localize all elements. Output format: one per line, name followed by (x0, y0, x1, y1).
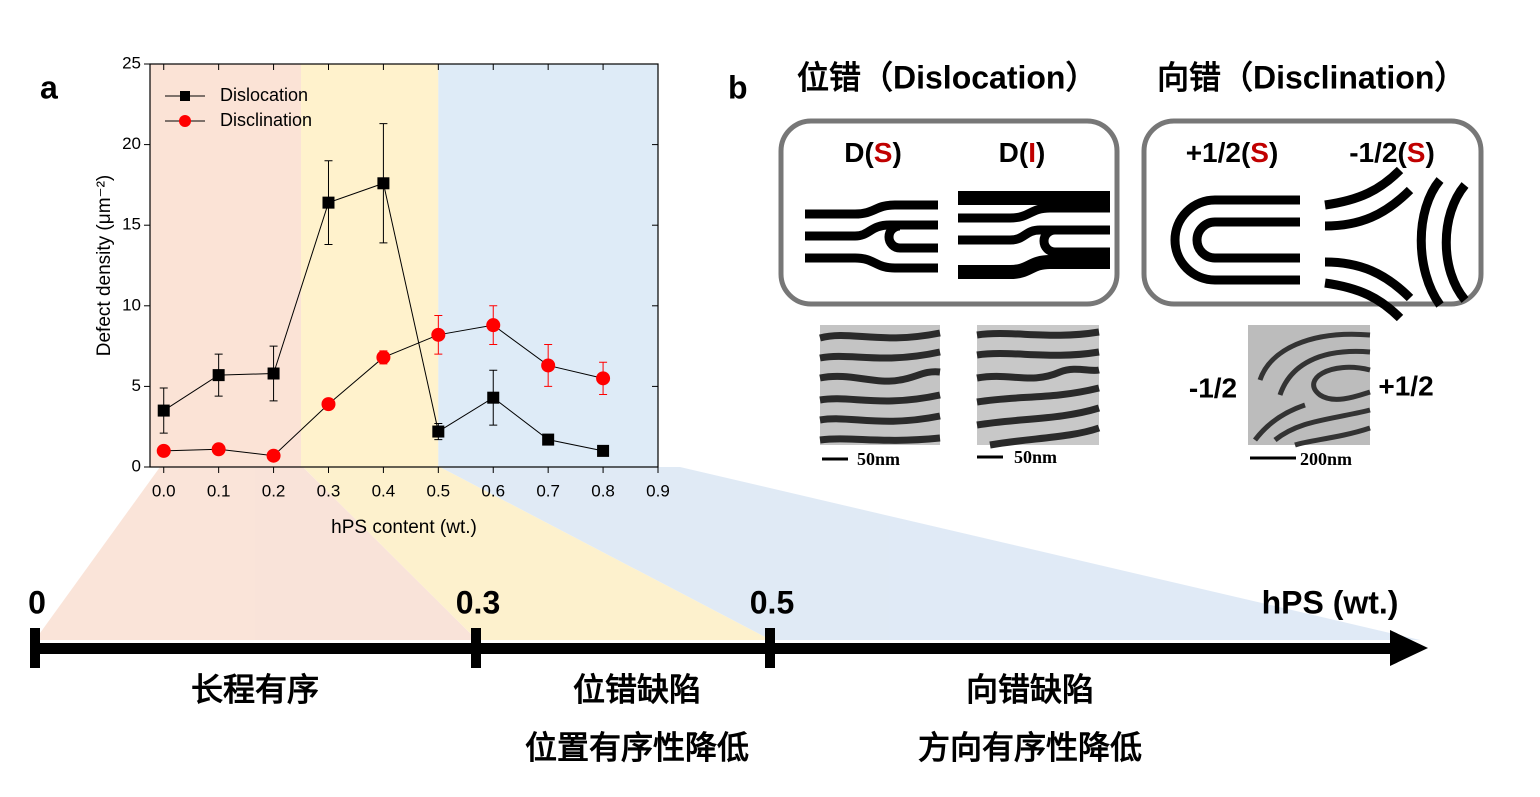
data-point (267, 367, 280, 380)
region (150, 64, 302, 467)
region (438, 64, 658, 467)
data-point (541, 358, 556, 373)
panel-label: a (40, 69, 58, 105)
data-point (431, 327, 446, 342)
x-tick-label: 0.2 (262, 481, 286, 500)
data-point (212, 369, 225, 382)
x-tick-label: 0.1 (207, 481, 231, 500)
stage-label: 向错缺陷 (966, 671, 1094, 707)
legend-marker (180, 91, 190, 101)
heading: 向错（Disclination） (1157, 59, 1466, 95)
data-point (211, 442, 226, 457)
data-point (486, 318, 501, 333)
box (1141, 118, 1484, 307)
defect-label: D(S) (844, 137, 902, 168)
stage-label: 位置有序性降低 (525, 729, 749, 765)
charge-label: -1/2 (1189, 372, 1237, 403)
y-tick-label: 25 (122, 53, 141, 72)
timeline-tick (765, 628, 775, 668)
timeline: hPS (wt.) 长程有序 位错缺陷 位置有序性降低 向错缺陷 方向有序性降低… (28, 584, 1428, 765)
data-point (157, 404, 170, 417)
data-point (156, 443, 171, 458)
stage-label: 方向有序性降低 (918, 729, 1142, 765)
heading: 位错（Dislocation） (797, 59, 1097, 95)
data-point (596, 371, 611, 386)
legend-marker (179, 115, 191, 127)
defect-label: D(I) (999, 137, 1046, 168)
data-point (542, 433, 555, 446)
y-tick-label: 15 (122, 215, 141, 234)
projection (35, 467, 1420, 640)
stage-label: 长程有序 (191, 671, 319, 707)
charge-label: +1/2 (1378, 370, 1433, 401)
data-point (432, 425, 445, 438)
micrograph (819, 325, 1371, 449)
chart: 0 5 10 15 20 25 0.0 0.1 0.2 0.3 0.4 0.5 0.6 0.7 0.8 0.9… (94, 53, 670, 538)
timeline-tick-label: 0.5 (750, 584, 794, 620)
x-tick-label: 0.4 (372, 481, 396, 500)
x-tick-label: 0.3 (317, 481, 341, 500)
y-tick-label: 20 (122, 134, 141, 153)
schematic (805, 166, 1469, 322)
plot-frame (149, 63, 659, 468)
defect-label: +1/2(S) (1186, 137, 1279, 168)
data-point (377, 177, 390, 190)
data-point (266, 448, 281, 463)
legend-label: Dislocation (220, 85, 308, 105)
timeline-tick (471, 628, 481, 668)
box (778, 118, 1120, 307)
timeline-tick-label: 0 (28, 584, 46, 620)
x-tick-label: 0.9 (646, 481, 670, 500)
data-point (321, 397, 336, 412)
y-tick-label: 5 (132, 376, 141, 395)
timeline-tick (30, 628, 40, 668)
scale-bar-label: 200nm (1300, 449, 1352, 469)
region (301, 64, 439, 467)
data-point (322, 196, 335, 209)
data-point (487, 391, 500, 404)
x-axis-label: hPS content (wt.) (331, 517, 477, 538)
timeline-axis-label: hPS (wt.) (1262, 584, 1399, 620)
arrowhead (1390, 630, 1428, 666)
data-point (376, 350, 391, 365)
y-tick-label: 0 (132, 456, 141, 475)
y-axis-label: Defect density (μm⁻²) (94, 175, 115, 356)
timeline-tick-label: 0.3 (456, 584, 500, 620)
timeline-axis (35, 643, 1400, 654)
y-tick-label: 10 (122, 295, 141, 314)
scale-bar-label: 50nm (857, 449, 900, 469)
data-point (597, 444, 610, 457)
x-tick-label: 0.5 (427, 481, 451, 500)
legend-label: Disclination (220, 110, 312, 130)
scale-bar-label: 50nm (1014, 447, 1057, 467)
defect-label: -1/2(S) (1349, 137, 1435, 168)
x-tick-label: 0.0 (152, 481, 176, 500)
panel-label: b (728, 69, 748, 105)
x-tick-label: 0.8 (591, 481, 615, 500)
stage-label: 位错缺陷 (573, 671, 701, 707)
x-tick-label: 0.6 (481, 481, 505, 500)
x-tick-label: 0.7 (536, 481, 560, 500)
